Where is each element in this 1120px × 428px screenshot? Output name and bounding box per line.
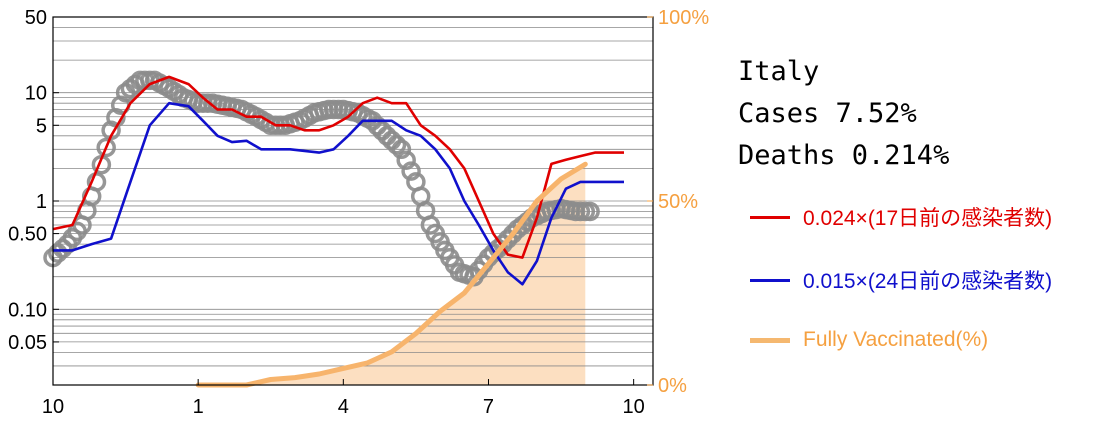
deaths-point xyxy=(396,150,416,170)
right-tick-label: 0% xyxy=(658,375,687,397)
left-tick-label: 5 xyxy=(36,115,47,137)
x-tick-label: 10 xyxy=(42,396,64,418)
legend-label-blue: 0.015×(24日前の感染者数) xyxy=(803,270,1053,293)
deaths-stat: Deaths 0.214% xyxy=(738,140,950,171)
left-tick-labels: 50 10 5 1 0.50 0.10 0.05 xyxy=(8,7,47,354)
x-tick-label: 10 xyxy=(623,396,645,418)
legend-item-orange: Fully Vaccinated(%) xyxy=(750,328,988,352)
red-series-line xyxy=(52,75,624,259)
vaccination-area-fill xyxy=(246,164,586,385)
x-tick-labels: 10 1 4 7 10 xyxy=(42,396,645,418)
right-tick-label: 100% xyxy=(658,7,709,29)
deaths-point xyxy=(401,161,421,181)
vaccination-area-layer xyxy=(246,164,586,385)
legend-item-red: 0.024×(17日前の感染者数) xyxy=(750,202,1052,232)
left-tick-label: 0.05 xyxy=(8,332,47,354)
legend-label-red: 0.024×(17日前の感染者数) xyxy=(803,207,1053,230)
lines-layer xyxy=(52,75,624,388)
vaccination-line xyxy=(195,161,588,388)
cases-stat: Cases 7.52% xyxy=(738,98,917,129)
right-tick-label: 50% xyxy=(658,191,698,213)
blue-series-line xyxy=(53,101,624,286)
deaths-point xyxy=(52,238,73,259)
left-tick-label: 50 xyxy=(25,7,47,29)
legend-label-orange: Fully Vaccinated(%) xyxy=(803,328,989,351)
frame-layer xyxy=(52,16,654,386)
deaths-circles-layer xyxy=(43,70,600,287)
x-tick-label: 1 xyxy=(193,396,204,418)
legend-swatch-blue xyxy=(750,278,790,282)
right-tick-labels: 100% 50% 0% xyxy=(658,7,709,397)
left-tick-label: 0.10 xyxy=(8,299,47,321)
left-tick-label: 10 xyxy=(25,83,47,105)
deaths-point xyxy=(391,139,412,160)
left-tick-label: 1 xyxy=(36,191,47,213)
deaths-point xyxy=(367,116,387,136)
x-tick-label: 4 xyxy=(338,396,349,418)
deaths-point xyxy=(580,201,600,222)
deaths-point xyxy=(86,172,107,192)
x-tick-label: 7 xyxy=(483,396,494,418)
legend-item-blue: 0.015×(24日前の感染者数) xyxy=(750,265,1052,295)
deaths-point xyxy=(386,135,407,155)
legend-swatch-red xyxy=(750,215,790,219)
deaths-point xyxy=(96,137,116,158)
legend-swatch-orange xyxy=(750,337,790,343)
left-tick-label: 0.50 xyxy=(8,224,47,246)
deaths-point xyxy=(493,234,513,254)
deaths-point xyxy=(498,229,518,249)
country-name: Italy xyxy=(738,56,820,87)
